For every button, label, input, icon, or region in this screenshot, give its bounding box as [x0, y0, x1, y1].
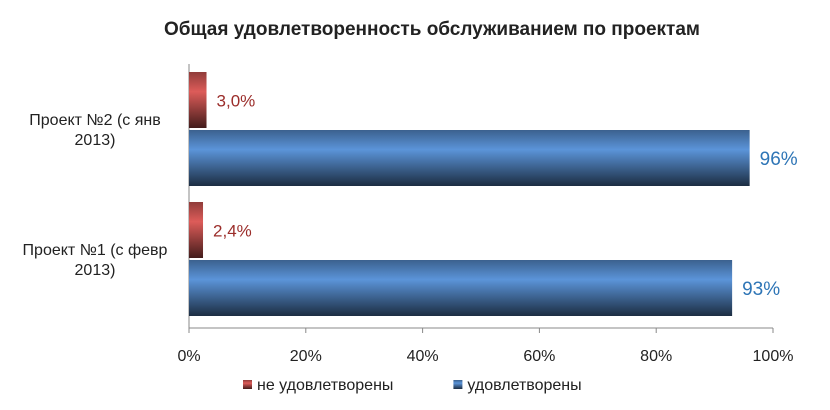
- bar: [189, 130, 750, 186]
- legend-swatch: [243, 380, 252, 389]
- value-label: 3,0%: [217, 91, 256, 110]
- legend-label: не удовлетворены: [257, 377, 393, 394]
- x-tick-label: 20%: [290, 348, 322, 365]
- value-label: 96%: [760, 149, 798, 170]
- y-tick-label: Проект №2 (с янв 2013): [29, 112, 161, 149]
- bar: [189, 72, 207, 128]
- x-tick-label: 0%: [177, 348, 200, 365]
- legend-swatch: [453, 380, 463, 389]
- x-tick-label: 100%: [753, 348, 794, 365]
- x-tick-label: 80%: [640, 348, 672, 365]
- legend-label: удовлетворены: [467, 377, 581, 394]
- value-label: 2,4%: [213, 221, 252, 240]
- x-tick-label: 60%: [523, 348, 555, 365]
- chart-title: Общая удовлетворенность обслуживанием по…: [164, 19, 700, 40]
- x-tick-label: 40%: [407, 348, 439, 365]
- value-label: 93%: [742, 279, 780, 300]
- bar: [189, 260, 733, 316]
- bar: [189, 202, 204, 258]
- y-tick-label: Проект №1 (с февр 2013): [22, 242, 168, 279]
